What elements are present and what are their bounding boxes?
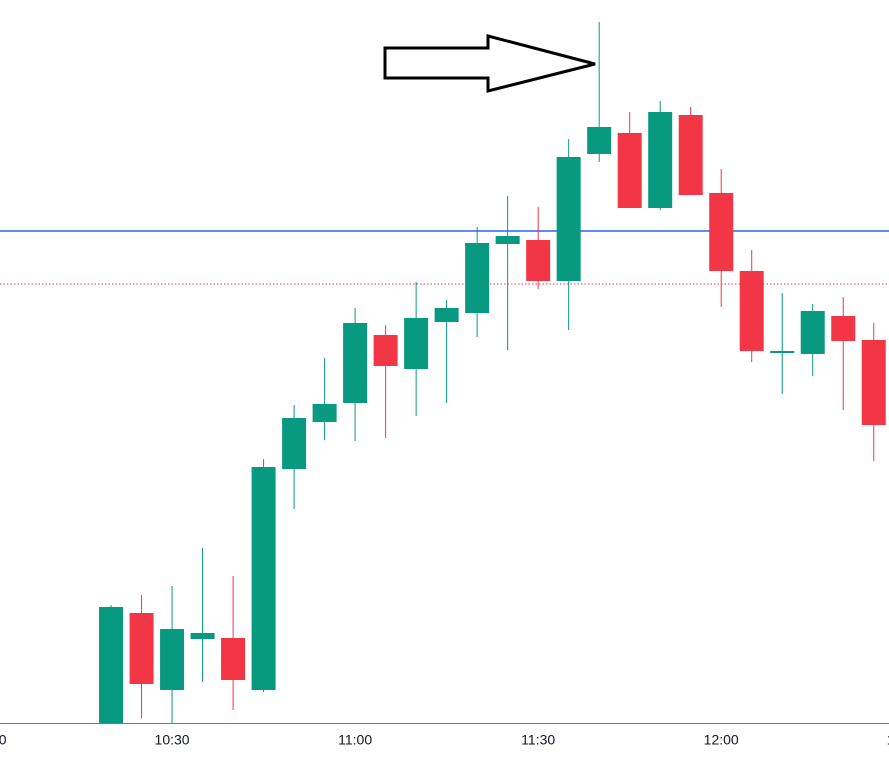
- x-tick-label: 11:30: [521, 732, 555, 748]
- candle-body: [160, 629, 185, 690]
- candle-body: [495, 236, 520, 244]
- candle-body: [648, 112, 673, 208]
- x-tick-label: 10:30: [155, 732, 190, 748]
- candle-body: [434, 308, 459, 322]
- candle-body: [739, 271, 764, 351]
- candle-body: [465, 243, 490, 313]
- candle-body: [587, 127, 612, 154]
- x-tick-label: 10:00: [0, 732, 7, 748]
- candle-body: [312, 404, 337, 422]
- candle-body: [343, 323, 368, 403]
- candle-body: [861, 340, 886, 425]
- candle-body: [800, 311, 825, 354]
- arrow: [383, 34, 596, 93]
- candle-body: [526, 240, 551, 281]
- candle-body: [221, 638, 246, 680]
- candle-body: [282, 418, 307, 469]
- candle-body: [251, 467, 276, 690]
- candle-body: [129, 613, 154, 684]
- candle-body: [709, 193, 734, 271]
- candle-body: [99, 607, 124, 723]
- x-tick-label: 11:00: [338, 732, 372, 748]
- candle-body: [678, 115, 703, 195]
- candle-body: [556, 157, 581, 281]
- plot-area: [0, 22, 889, 723]
- candle-body: [617, 133, 642, 208]
- candle-body: [373, 335, 398, 366]
- candle-body: [770, 351, 795, 353]
- x-tick-label: 12:30: [887, 732, 889, 748]
- candle-body: [190, 633, 215, 639]
- candle-body: [404, 318, 429, 369]
- candle-body: [831, 316, 856, 341]
- x-tick-label: 12:00: [704, 732, 739, 748]
